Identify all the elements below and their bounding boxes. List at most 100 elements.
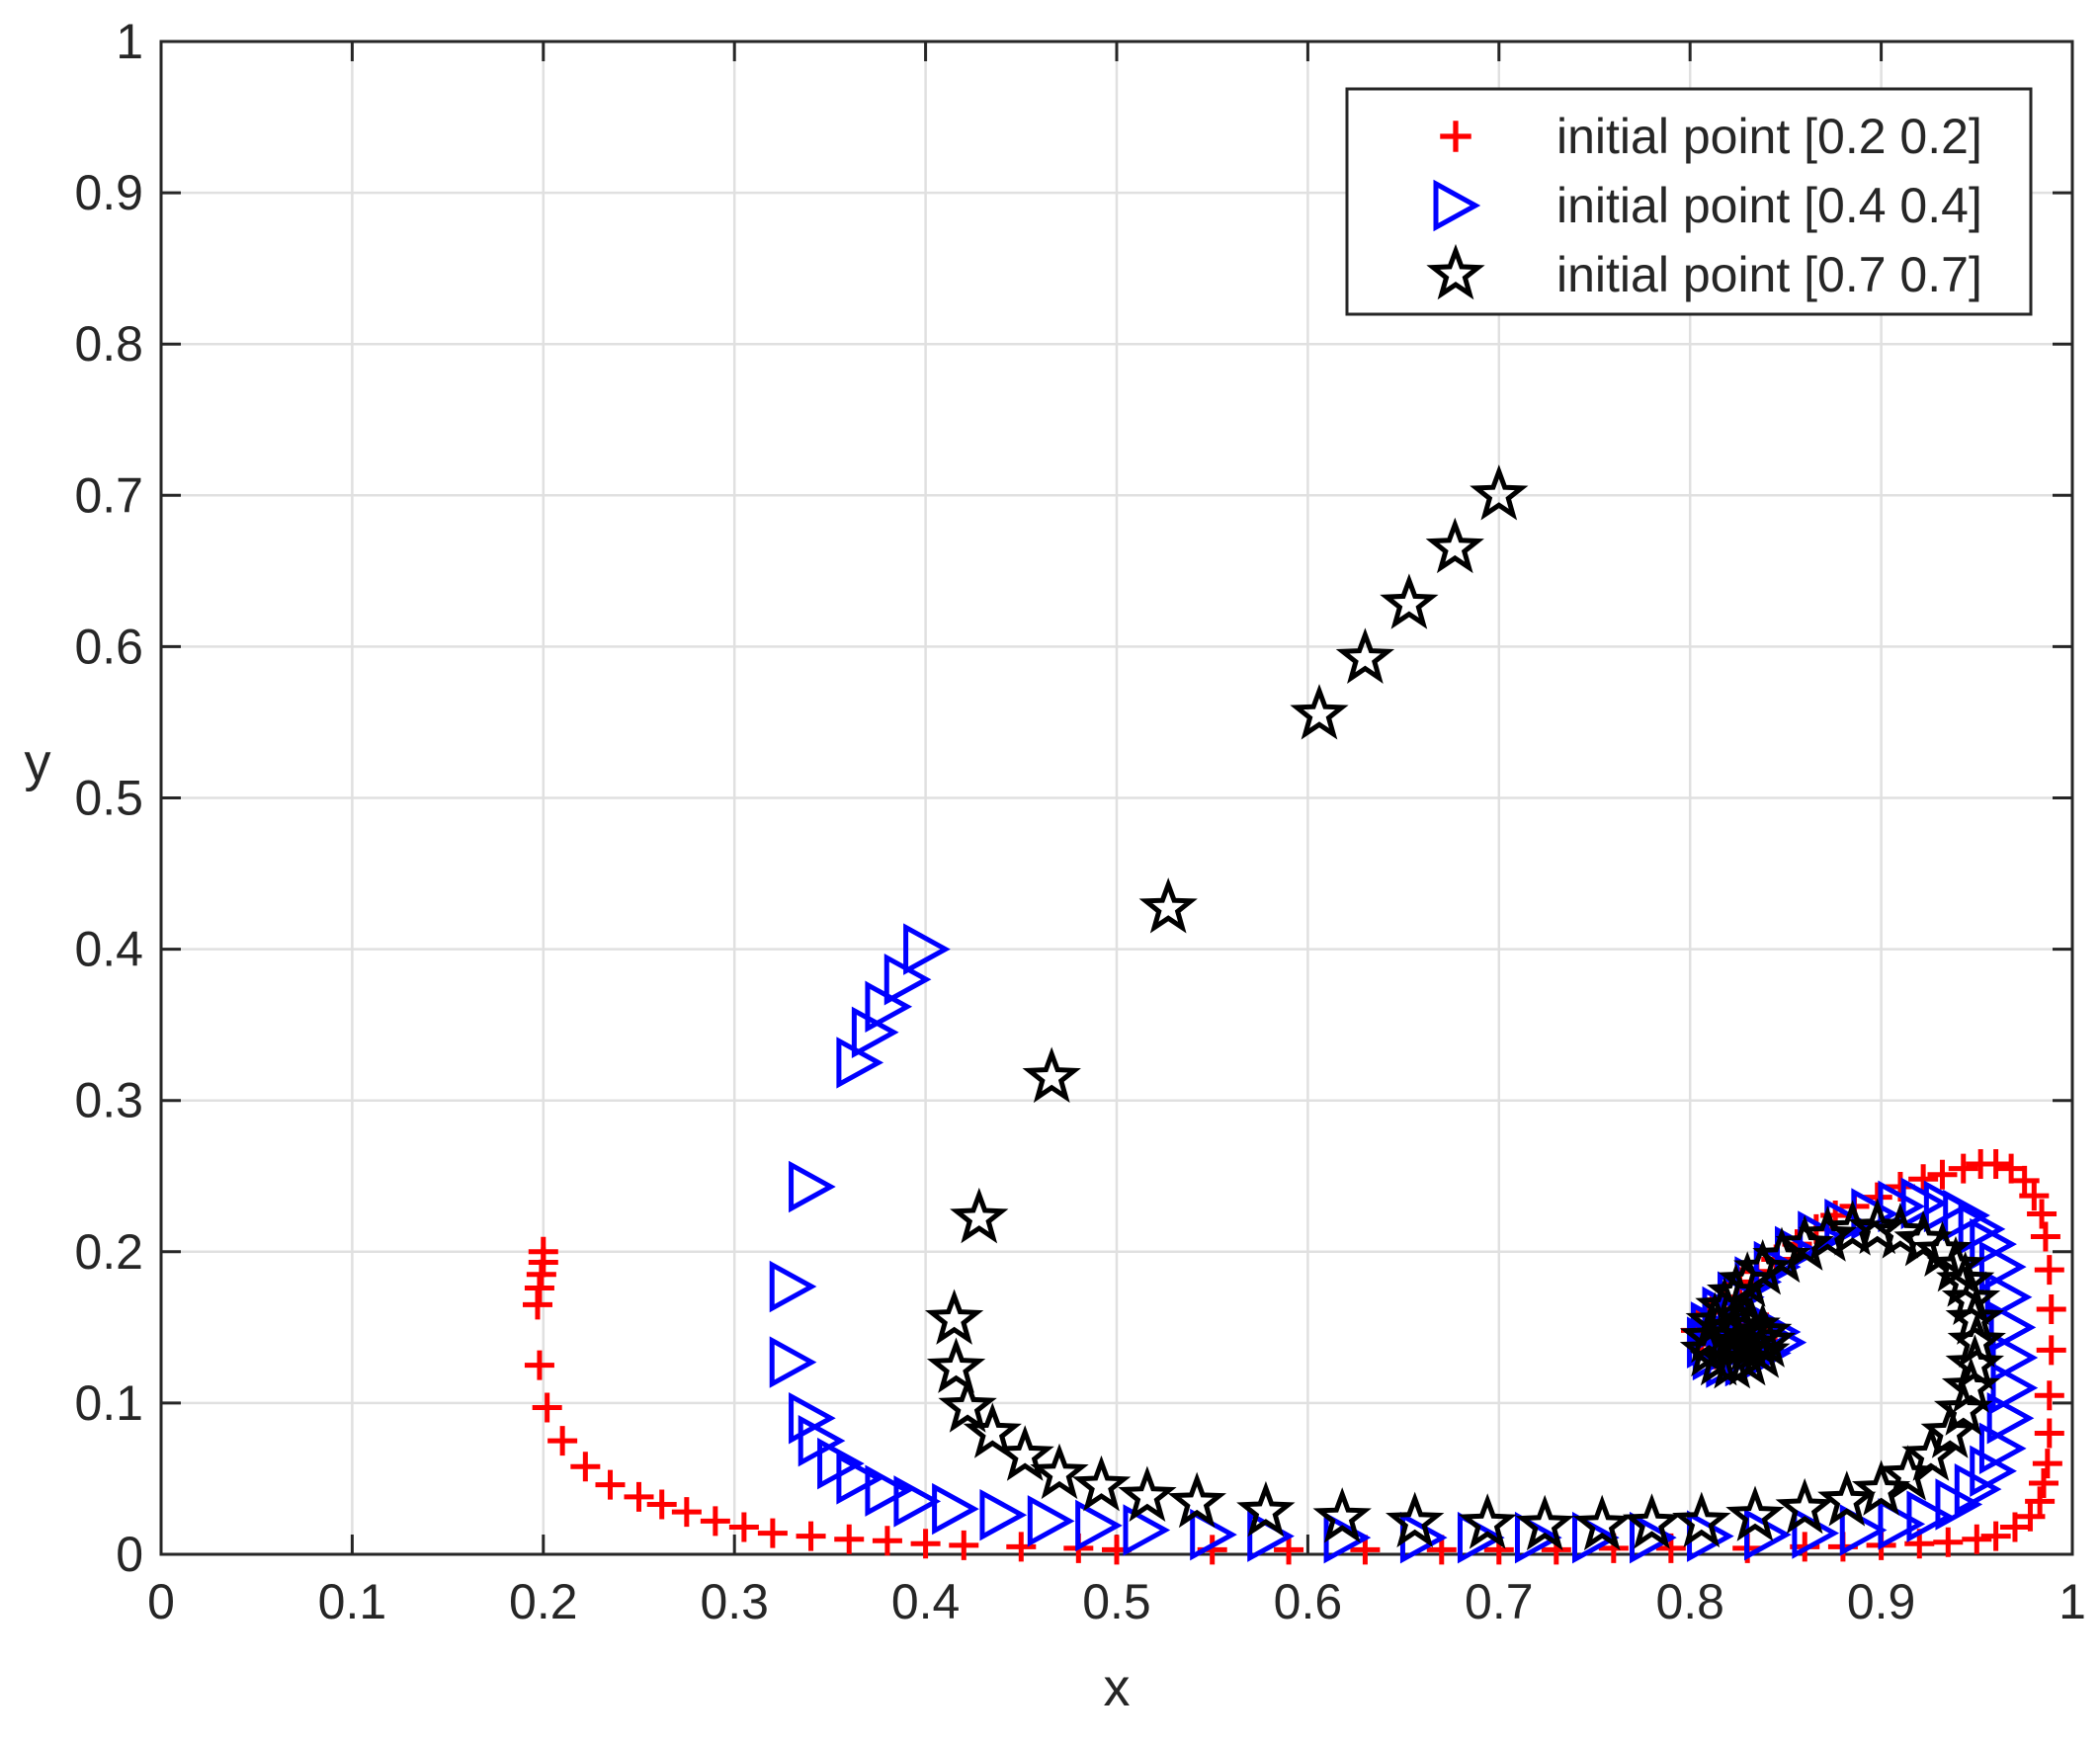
data-point (963, 1402, 1022, 1458)
data-point (883, 953, 932, 1006)
data-point (1138, 877, 1198, 934)
x-tick-label: 1 (2058, 1574, 2086, 1629)
data-point (2032, 1449, 2062, 1479)
data-point (1933, 1527, 1964, 1557)
y-tick-label: 0.4 (74, 922, 143, 977)
data-point (932, 1482, 979, 1536)
data-point (836, 1453, 884, 1505)
data-point (796, 1521, 826, 1551)
data-point (1572, 1511, 1620, 1564)
legend-marker (1426, 243, 1485, 300)
data-point (1996, 1153, 2027, 1184)
data-point (1824, 1199, 1872, 1251)
data-point (524, 1350, 554, 1380)
data-point (1312, 1487, 1372, 1543)
data-point (872, 1526, 902, 1556)
legend: initial point [0.2 0.2] initial point [0.… (1345, 87, 2033, 316)
data-point (595, 1469, 626, 1500)
data-point (1901, 1425, 1961, 1481)
data-point (1775, 1214, 1834, 1271)
data-point (1936, 1251, 1995, 1307)
data-point (1386, 1491, 1445, 1548)
data-point (2034, 1418, 2064, 1449)
data-point (1954, 1462, 2002, 1516)
data-point (700, 1506, 730, 1537)
data-point (1335, 627, 1395, 684)
data-point (1514, 1511, 1562, 1564)
data-point (926, 1337, 986, 1393)
data-point (522, 1289, 552, 1320)
data-point (834, 1524, 865, 1554)
y-tick-label: 0.2 (74, 1224, 143, 1280)
data-point (1817, 1470, 1877, 1527)
x-tick-label: 0.2 (509, 1574, 578, 1629)
y-tick-label: 0.9 (74, 165, 143, 220)
data-point (949, 1530, 979, 1560)
data-point (2019, 1181, 2050, 1211)
y-tick-label: 0.1 (74, 1375, 143, 1431)
data-point (1027, 1495, 1075, 1547)
data-point (1906, 1490, 1955, 1542)
data-point (1030, 1443, 1089, 1500)
legend-label: initial point [0.7 0.7] (1556, 247, 1982, 302)
data-point (1118, 1465, 1177, 1523)
ticks: 0 0.1 0.2 0.3 0.4 0.5 0.6 0.7 0.8 0.9 1 0 0.1 0.2 0.3 0… (74, 14, 2085, 1629)
data-point (1999, 1512, 2030, 1542)
data-point (1927, 1159, 1958, 1190)
data-point (1706, 1263, 1766, 1319)
x-tick-label: 0.5 (1082, 1574, 1151, 1629)
data-point (1622, 1493, 1682, 1549)
data-point (1753, 1240, 1802, 1293)
data-point (1630, 1511, 1677, 1564)
x-tick-label: 0.8 (1655, 1574, 1724, 1629)
data-point (757, 1518, 788, 1548)
y-tick-label: 1 (116, 14, 143, 69)
data-point (938, 1376, 997, 1433)
data-point (789, 1160, 836, 1213)
data-point (1908, 1164, 1939, 1195)
data-point (1798, 1206, 1858, 1262)
legend-marker (1440, 121, 1471, 152)
data-point (2015, 1501, 2046, 1532)
data-point (865, 1464, 913, 1517)
data-point (1893, 1209, 1953, 1267)
data-point (1236, 1480, 1296, 1538)
data-point (1290, 684, 1349, 740)
data-point (769, 1336, 817, 1388)
data-point (570, 1452, 601, 1482)
data-point (1966, 1149, 1996, 1179)
data-point (2036, 1335, 2066, 1366)
data-point (1988, 1301, 2037, 1354)
data-point (1822, 1200, 1883, 1256)
data-point (2036, 1293, 2066, 1324)
data-point (2027, 1199, 2058, 1229)
data-point (532, 1392, 562, 1423)
data-point (1425, 517, 1484, 574)
data-point (2028, 1468, 2058, 1499)
x-tick-label: 0.4 (891, 1574, 961, 1629)
data-point (851, 1006, 899, 1059)
data-point (1672, 1491, 1731, 1548)
data-point (1071, 1455, 1132, 1512)
data-point (728, 1512, 759, 1542)
data-point (1878, 1498, 1926, 1550)
data-point (924, 1289, 984, 1345)
data-point (1962, 1524, 1992, 1554)
data-point (547, 1426, 578, 1456)
y-tick-label: 0.7 (74, 467, 143, 523)
data-point (1970, 1445, 2017, 1498)
data-point (1990, 1362, 2039, 1414)
data-point (995, 1425, 1054, 1481)
data-point (1986, 1391, 2035, 1445)
data-point (1075, 1499, 1123, 1552)
data-point (1380, 573, 1439, 629)
data-point (2025, 1486, 2056, 1517)
legend-box (1345, 87, 2033, 316)
data-point (2034, 1380, 2064, 1411)
y-axis-label: y (25, 733, 51, 792)
y-tick-label: 0.8 (74, 316, 143, 372)
data-point (910, 1529, 941, 1559)
data-point (2034, 1255, 2064, 1286)
